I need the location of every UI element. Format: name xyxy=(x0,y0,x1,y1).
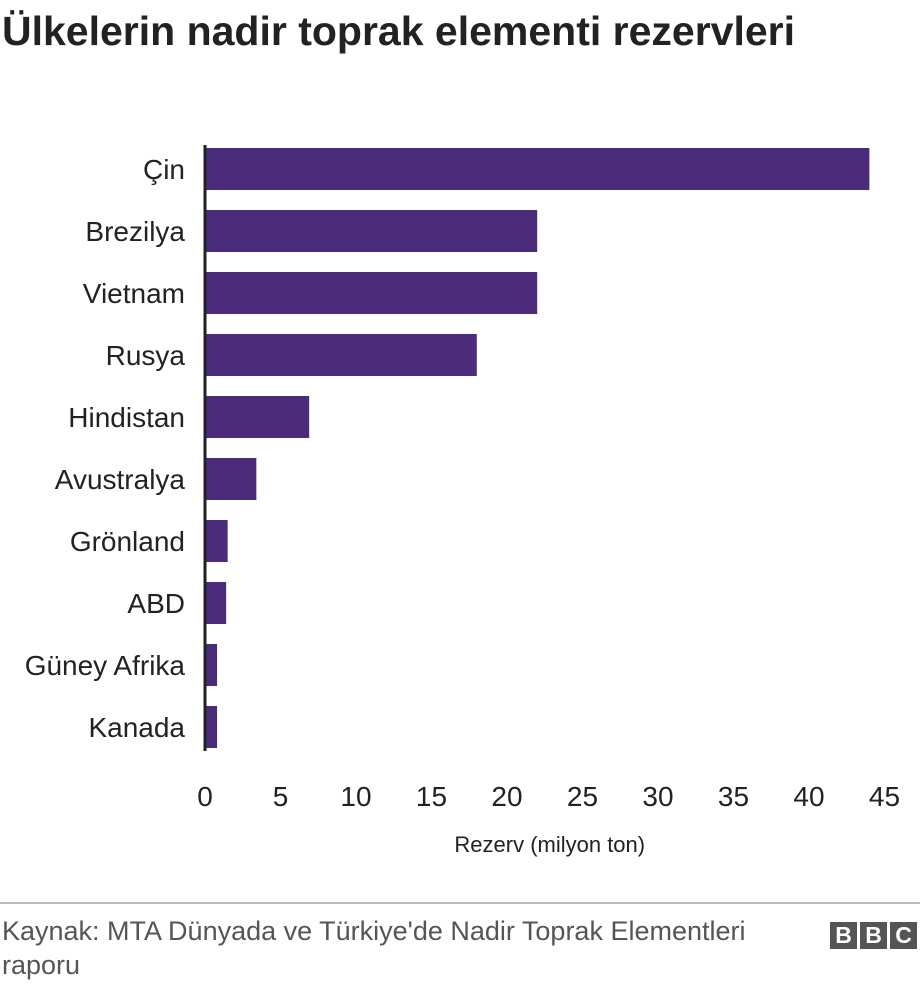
x-tick-label: 15 xyxy=(416,781,447,812)
x-axis-label: Rezerv (milyon ton) xyxy=(454,832,645,857)
bar-10 xyxy=(205,706,218,748)
category-label: ABD xyxy=(127,588,185,619)
category-label: Kanada xyxy=(88,712,185,743)
bar-5 xyxy=(205,396,310,438)
category-label: Avustralya xyxy=(55,464,186,495)
x-tick-labels: 0 5 10 15 20 25 30 35 40 45 xyxy=(197,781,900,812)
x-tick-label: 45 xyxy=(869,781,900,812)
x-tick-label: 0 xyxy=(197,781,213,812)
x-tick-label: 25 xyxy=(567,781,598,812)
logo-letter: C xyxy=(890,922,917,949)
bar-9 xyxy=(205,644,218,686)
category-label: Güney Afrika xyxy=(25,650,186,681)
x-tick-label: 10 xyxy=(340,781,371,812)
x-tick-label: 20 xyxy=(491,781,522,812)
bar-chart: Çin Brezilya Vietnam Rusya Hindistan Avustral… xyxy=(25,145,900,857)
bar-6 xyxy=(205,458,257,500)
bar-4 xyxy=(205,334,477,376)
category-label: Hindistan xyxy=(68,402,185,433)
x-tick-label: 40 xyxy=(793,781,824,812)
category-label: Çin xyxy=(143,154,185,185)
source-note: Kaynak: MTA Dünyada ve Türkiye'de Nadir … xyxy=(2,916,746,980)
bar-7 xyxy=(205,520,228,562)
category-label: Grönland xyxy=(70,526,185,557)
bars-group xyxy=(205,148,870,748)
bar-3 xyxy=(205,272,538,314)
x-tick-label: 35 xyxy=(718,781,749,812)
x-tick-label: 30 xyxy=(642,781,673,812)
logo-letter: B xyxy=(860,922,887,949)
bar-2 xyxy=(205,210,538,252)
bar-1 xyxy=(205,148,870,190)
category-labels: Çin Brezilya Vietnam Rusya Hindistan Avustral… xyxy=(25,154,186,743)
bbc-logo: B B C xyxy=(830,922,917,949)
bar-8 xyxy=(205,582,227,624)
category-label: Vietnam xyxy=(83,278,185,309)
footer-divider xyxy=(0,902,920,904)
logo-letter: B xyxy=(830,922,857,949)
category-label: Brezilya xyxy=(85,216,185,247)
chart-title: Ülkelerin nadir toprak elementi rezervle… xyxy=(2,8,795,54)
x-tick-label: 5 xyxy=(273,781,289,812)
category-label: Rusya xyxy=(106,340,186,371)
